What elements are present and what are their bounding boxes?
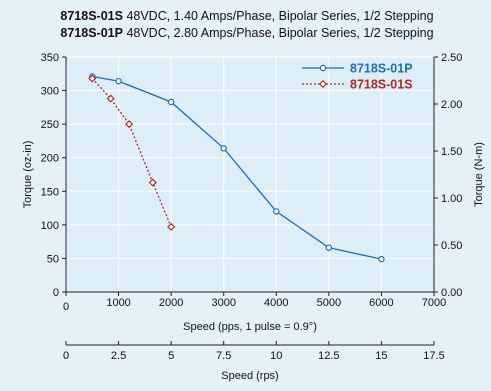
x-tick-label: 1000: [106, 297, 130, 309]
data-point: [167, 98, 175, 106]
data-point: [167, 222, 176, 231]
y-tick-label: 300: [41, 86, 59, 98]
rps-tick-label: 12.5: [318, 350, 339, 362]
x-tick-label: 4000: [264, 297, 288, 309]
title-spec: 48VDC, 1.40 Amps/Phase, Bipolar Series, …: [123, 9, 434, 23]
data-point: [115, 77, 122, 85]
data-point: [148, 178, 157, 187]
data-point: [378, 255, 385, 263]
y-right-tick-label: 1.50: [441, 146, 462, 158]
y-tick-label: 150: [41, 186, 59, 198]
data-point: [220, 145, 227, 152]
legend-label: 8718S-01S: [350, 78, 413, 92]
data-point: [325, 244, 333, 251]
data-point: [273, 208, 280, 215]
y-right-tick-label: 2.50: [441, 52, 462, 64]
y-axis-label-right: Torque (N-m): [473, 142, 485, 207]
rps-axis-label: Speed (rps): [221, 370, 278, 382]
legend: 8718S-01P 8718S-01S: [302, 62, 413, 92]
y-tick-label: 200: [41, 153, 59, 165]
data-point: [125, 120, 134, 129]
title-model: 8718S-01S: [60, 9, 123, 23]
y-tick-label: 0: [53, 287, 59, 299]
y-axis-label-left: Torque (oz-in): [22, 141, 34, 209]
rps-axis: 0 2.5 5 7.5 10 12.5 15 17.5 Speed (rps): [63, 341, 445, 382]
title-spec: 48VDC, 2.80 Amps/Phase, Bipolar Series, …: [123, 26, 434, 40]
y-right-tick-label: 0.00: [441, 287, 462, 299]
x-tick-label: 0: [63, 301, 69, 313]
x-tick-label: 5000: [317, 297, 341, 309]
rps-tick-label: 10: [270, 350, 282, 362]
legend-label: 8718S-01P: [350, 62, 413, 76]
y-right-tick-label: 0.50: [441, 240, 462, 252]
x-tick-label: 6000: [369, 297, 393, 309]
y-right-tick-label: 2.00: [441, 99, 462, 111]
rps-tick-label: 15: [375, 350, 387, 362]
x-tick-label: 3000: [211, 297, 235, 309]
axes: 0 1000 2000 3000 4000 5000 6000 7000 0 50 100 150 20…: [22, 52, 485, 333]
y-tick-label: 50: [47, 253, 59, 265]
rps-tick-label: 5: [168, 350, 174, 362]
title-line: 8718S-01S 48VDC, 1.40 Amps/Phase, Bipola…: [60, 9, 433, 23]
y-tick-label: 100: [41, 220, 59, 232]
title-line: 8718S-01P 48VDC, 2.80 Amps/Phase, Bipola…: [60, 26, 433, 40]
y-tick-label: 350: [41, 52, 59, 64]
legend-marker: [318, 79, 328, 89]
legend-marker: [319, 64, 327, 72]
x-axis-label: Speed (pps, 1 pulse = 0.9°): [183, 321, 317, 333]
y-tick-label: 250: [41, 119, 59, 131]
data-point: [106, 94, 115, 103]
x-tick-label: 7000: [422, 297, 446, 309]
series-line: [91, 78, 172, 228]
plot-area: [66, 57, 434, 292]
rps-tick-label: 7.5: [216, 350, 231, 362]
plot-background: [66, 57, 434, 292]
data-point: [88, 74, 97, 83]
title-model: 8718S-01P: [60, 26, 123, 40]
y-right-tick-label: 1.00: [441, 193, 462, 205]
rps-tick-label: 17.5: [423, 350, 444, 362]
x-tick-label: 2000: [159, 297, 183, 309]
rps-tick-label: 2.5: [111, 350, 126, 362]
series-layer: [88, 73, 385, 263]
chart-title: 8718S-01S 48VDC, 1.40 Amps/Phase, Bipola…: [60, 9, 433, 40]
rps-tick-label: 0: [63, 350, 69, 362]
